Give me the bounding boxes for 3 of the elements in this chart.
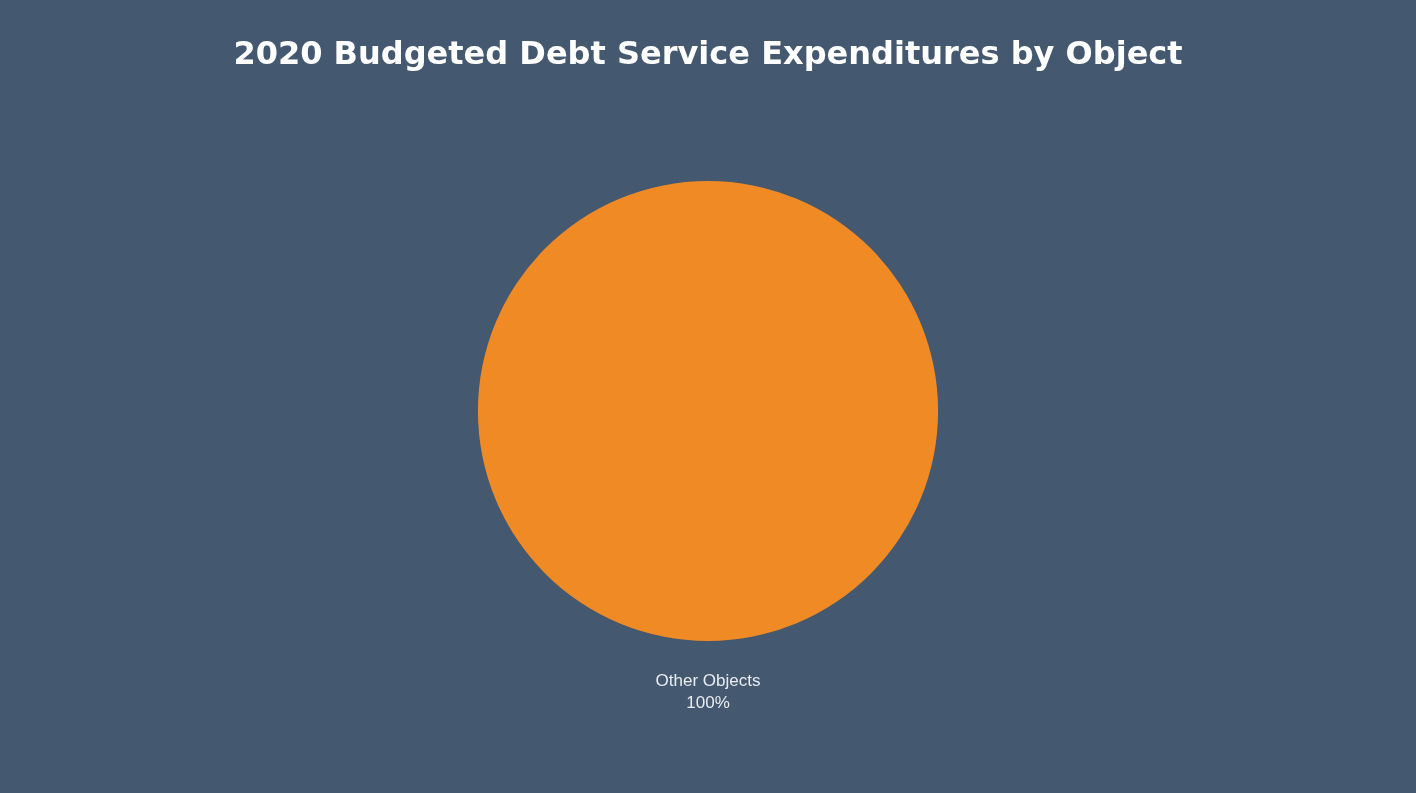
chart-title: 2020 Budgeted Debt Service Expenditures by Object [233,34,1183,72]
data-label: 100% [686,693,730,712]
slice-label: Other Objects [655,671,761,690]
